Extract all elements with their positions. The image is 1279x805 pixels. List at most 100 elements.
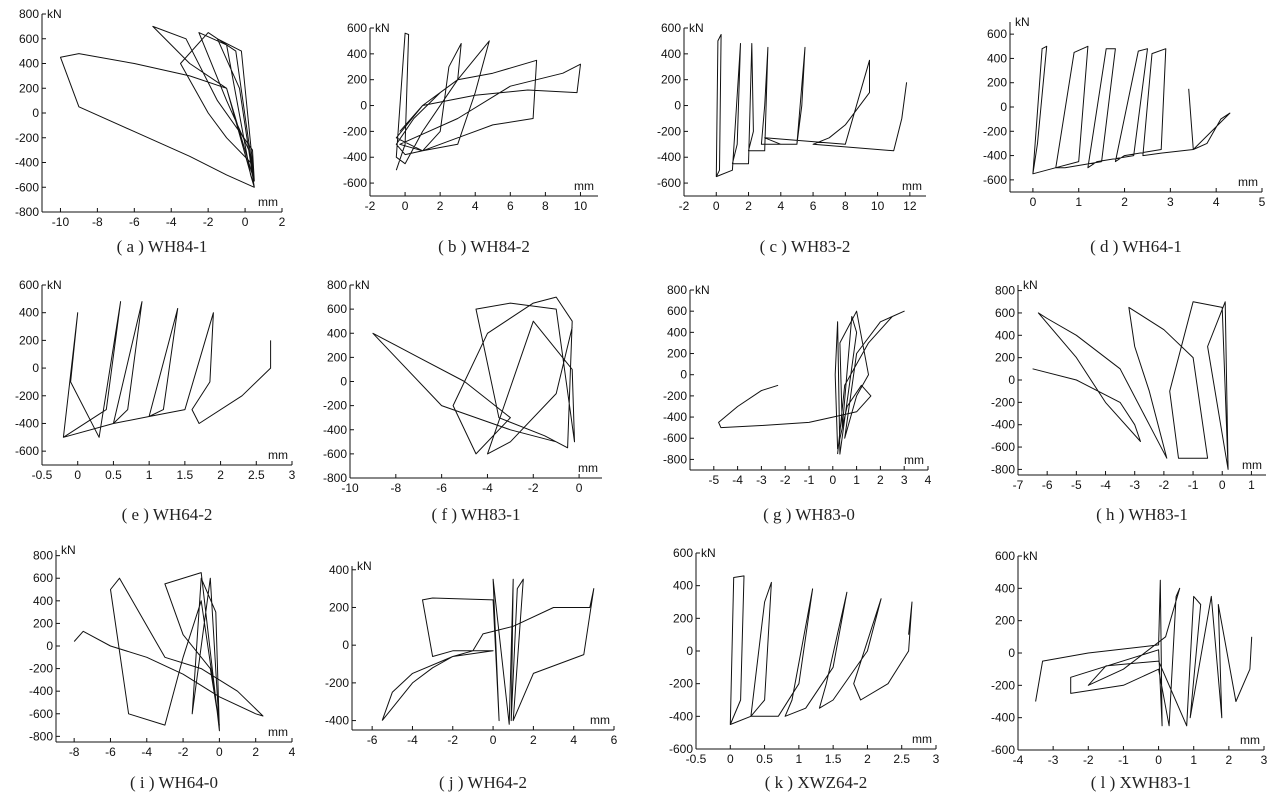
- panel-caption: ( j ) WH64-2: [439, 773, 527, 792]
- y-tick-label: -600: [29, 707, 53, 721]
- x-unit-label: mm: [574, 179, 594, 193]
- y-tick-label: -400: [663, 410, 687, 424]
- y-tick-label: -200: [15, 131, 39, 145]
- y-tick-label: -600: [323, 447, 347, 461]
- panel-caption: ( c ) WH83-2: [760, 237, 851, 256]
- y-tick-label: -200: [343, 124, 367, 138]
- y-tick-label: 600: [33, 571, 53, 585]
- y-tick-label: -800: [29, 729, 53, 743]
- x-tick-label: 4: [1213, 195, 1220, 209]
- chart-panel-11: -600 -400 -200 0 200 400 600 -0.5 0 0.5 1 1.5 2 2.5 3 k…: [669, 546, 940, 792]
- y-unit-label: kN: [61, 543, 76, 557]
- chart-panel-5: -600 -400 -200 0 200 400 600 -0.5 0 0.5 1 1.5 2 2.5 3 k…: [15, 278, 296, 524]
- y-tick-label: -600: [663, 431, 687, 445]
- y-tick-label: -800: [323, 471, 347, 485]
- x-tick-label: 3: [1261, 753, 1268, 767]
- x-tick-label: 1: [146, 468, 153, 482]
- y-tick-label: 800: [995, 284, 1015, 298]
- x-tick-label: 1: [1075, 195, 1082, 209]
- x-tick-label: -5: [1071, 478, 1082, 492]
- x-tick-label: 2: [252, 745, 259, 759]
- x-tick-label: 0: [1219, 478, 1226, 492]
- y-tick-label: 600: [347, 21, 367, 35]
- y-tick-label: -200: [663, 389, 687, 403]
- hysteresis-curve: [1032, 301, 1229, 470]
- x-tick-label: 2: [279, 215, 286, 229]
- y-tick-label: 200: [347, 73, 367, 87]
- chart-panel-7: -800 -600 -400 -200 0 200 400 600 800 -5 -4 -3 -2 -1 0…: [663, 283, 932, 524]
- panel-caption: ( f ) WH83-1: [432, 505, 521, 524]
- y-tick-label: -800: [663, 452, 687, 466]
- x-unit-label: mm: [258, 195, 278, 209]
- x-tick-label: 6: [611, 733, 618, 747]
- hysteresis-curve: [718, 310, 905, 455]
- x-tick-label: -3: [756, 473, 767, 487]
- x-tick-label: -10: [52, 215, 70, 229]
- x-tick-label: 1.5: [825, 752, 842, 766]
- y-tick-label: 800: [19, 7, 39, 21]
- chart-panel-10: -400 -200 0 200 400 -6 -4 -2 0 2 4 6 kN mm ( j ) WH64-…: [325, 559, 618, 792]
- x-tick-label: -5: [708, 473, 719, 487]
- x-tick-label: -1: [1188, 478, 1199, 492]
- y-tick-label: -400: [15, 156, 39, 170]
- y-tick-label: 200: [673, 611, 693, 625]
- x-tick-label: -2: [178, 745, 189, 759]
- y-tick-label: 200: [33, 616, 53, 630]
- x-tick-label: 4: [777, 199, 784, 213]
- y-tick-label: 0: [1000, 100, 1007, 114]
- x-tick-label: -2: [1159, 478, 1170, 492]
- y-tick-label: 600: [995, 549, 1015, 563]
- x-tick-label: 0: [490, 733, 497, 747]
- y-tick-label: 0: [32, 361, 39, 375]
- x-tick-label: -4: [482, 481, 493, 495]
- y-tick-label: -600: [15, 180, 39, 194]
- x-tick-label: 2: [864, 752, 871, 766]
- y-tick-label: -200: [15, 389, 39, 403]
- panel-caption: ( i ) WH64-0: [130, 773, 218, 792]
- x-tick-label: -10: [341, 481, 359, 495]
- y-tick-label: 600: [987, 27, 1007, 41]
- x-tick-label: 6: [810, 199, 817, 213]
- x-tick-label: 1: [1190, 753, 1197, 767]
- x-tick-label: 1.5: [177, 468, 194, 482]
- panel-caption: ( e ) WH64-2: [122, 505, 213, 524]
- hysteresis-curve: [1032, 45, 1231, 175]
- x-tick-label: 0: [576, 481, 583, 495]
- x-tick-label: -3: [1129, 478, 1140, 492]
- x-unit-label: mm: [268, 448, 288, 462]
- y-tick-label: 800: [327, 278, 347, 292]
- hysteresis-curve: [62, 301, 272, 438]
- panel-caption: ( k ) XWZ64-2: [765, 773, 867, 792]
- x-tick-label: -8: [92, 215, 103, 229]
- y-tick-label: -200: [325, 676, 349, 690]
- y-tick-label: -600: [991, 743, 1015, 757]
- y-tick-label: 0: [686, 644, 693, 658]
- panel-caption: ( b ) WH84-2: [438, 237, 530, 256]
- x-tick-label: 1: [1248, 478, 1255, 492]
- x-tick-label: 12: [903, 199, 917, 213]
- y-tick-label: 800: [33, 549, 53, 563]
- y-tick-label: 0: [46, 639, 53, 653]
- x-tick-label: 2.5: [248, 468, 265, 482]
- x-tick-label: -2: [780, 473, 791, 487]
- y-tick-label: 600: [19, 32, 39, 46]
- y-tick-label: 200: [987, 76, 1007, 90]
- panel-caption: ( l ) XWH83-1: [1091, 773, 1192, 792]
- y-tick-label: -600: [669, 742, 693, 756]
- x-tick-label: -4: [1013, 753, 1024, 767]
- y-unit-label: kN: [355, 278, 370, 292]
- panel-caption: ( d ) WH64-1: [1090, 237, 1182, 256]
- y-tick-label: 400: [673, 579, 693, 593]
- y-tick-label: -400: [15, 416, 39, 430]
- y-tick-label: 0: [674, 99, 681, 113]
- x-tick-label: 0: [713, 199, 720, 213]
- x-tick-label: 4: [289, 745, 296, 759]
- y-tick-label: -400: [991, 711, 1015, 725]
- y-tick-label: 0: [32, 106, 39, 120]
- x-tick-label: -4: [141, 745, 152, 759]
- y-tick-label: 200: [19, 81, 39, 95]
- x-tick-label: 0.5: [105, 468, 122, 482]
- y-tick-label: 600: [19, 278, 39, 292]
- x-tick-label: -7: [1013, 478, 1024, 492]
